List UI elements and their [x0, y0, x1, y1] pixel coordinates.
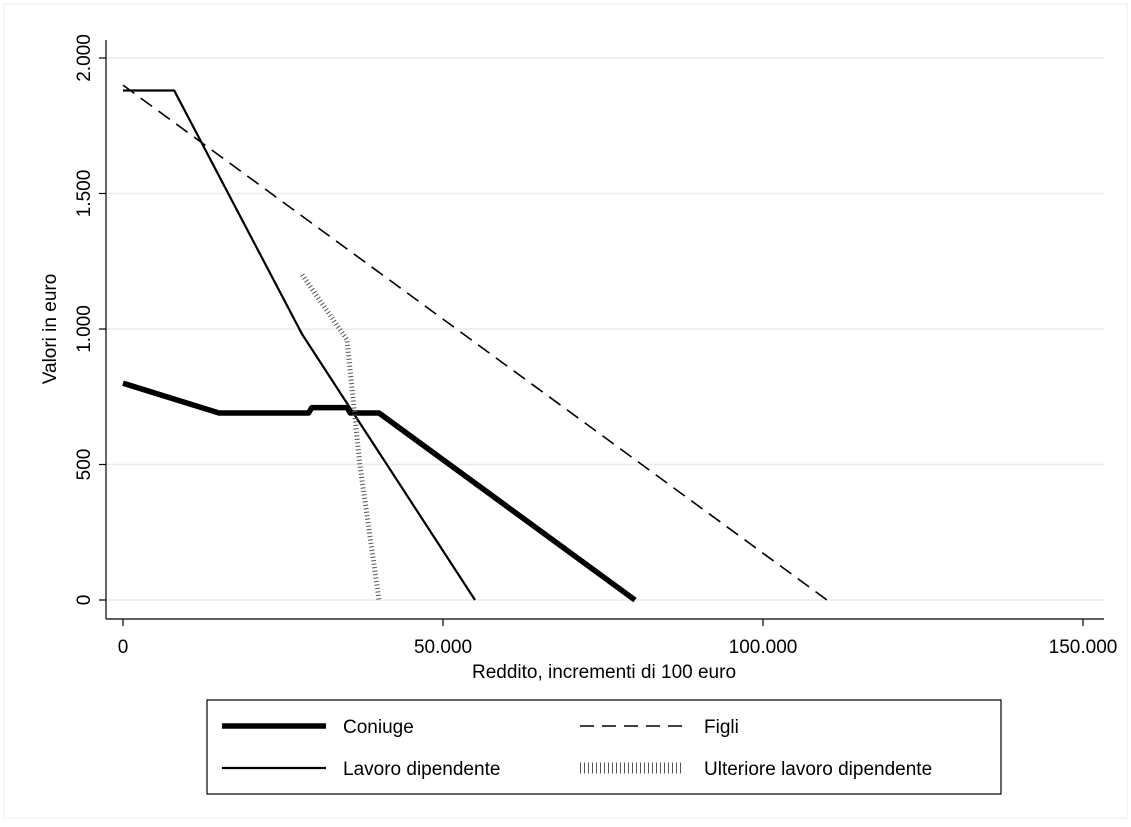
- legend-label-ulteriore-lavoro-dipendente: Ulteriore lavoro dipendente: [704, 759, 932, 780]
- legend: Coniuge Figli Lavoro dipendente Ulteriore l…: [206, 699, 1002, 795]
- y-axis-label: Valori in euro: [40, 274, 61, 385]
- y-tick-label-4: 2.000: [74, 34, 95, 82]
- legend-label-lavoro-dipendente: Lavoro dipendente: [343, 759, 500, 780]
- series-line-lavoro-dipendente: [123, 89, 476, 601]
- series-line-ulteriore-lavoro-dipendente: [300, 273, 382, 601]
- x-tick-label-1: 50.000: [414, 637, 472, 658]
- y-tick-label-1: 500: [74, 449, 95, 481]
- series-line-figli: [122, 84, 828, 601]
- y-tick-label-0: 0: [74, 595, 95, 606]
- x-axis-label: Reddito, incrementi di 100 euro: [472, 662, 736, 683]
- legend-box: [206, 699, 1002, 795]
- legend-label-coniuge: Coniuge: [343, 717, 414, 738]
- x-tick-label-2: 100.000: [729, 637, 798, 658]
- series-line-coniuge: [122, 380, 637, 603]
- x-tick-label-0: 0: [118, 637, 129, 658]
- plot-region-border: [3, 3, 1128, 819]
- axes: 0 500 1.000 1.500 2.000 0 50.000 100.000 150.000: [74, 34, 1117, 658]
- y-tick-label-2: 1.000: [74, 305, 95, 353]
- y-tick-label-3: 1.500: [74, 170, 95, 218]
- x-tick-label-3: 150.000: [1049, 637, 1118, 658]
- legend-label-figli: Figli: [704, 717, 739, 738]
- series-lines: [122, 84, 828, 603]
